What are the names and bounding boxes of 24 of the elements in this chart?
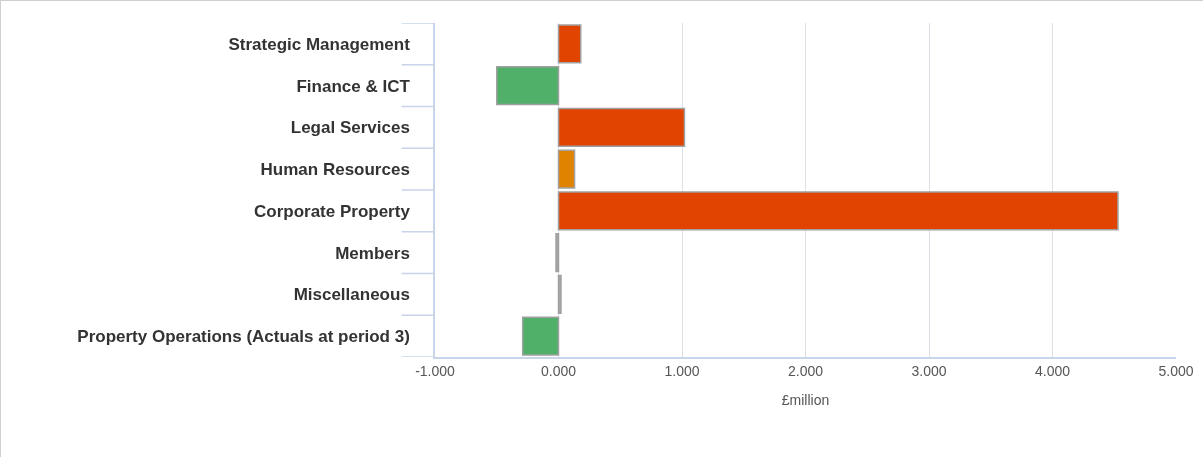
y-tick-label: Strategic Management [228, 34, 411, 54]
y-tick-label: Property Operations (Actuals at period 3) [77, 327, 410, 347]
y-tick-label: Finance & ICT [296, 76, 411, 96]
y-tick-label: Miscellaneous [293, 285, 410, 305]
x-axis-title: £million [781, 392, 830, 409]
x-tick-label: 4.000 [1034, 362, 1071, 379]
bar [496, 66, 560, 106]
bar [557, 24, 582, 64]
bar [557, 274, 562, 314]
y-tick-label: Legal Services [290, 118, 410, 138]
bar [557, 107, 686, 147]
y-tick-label: Corporate Property [253, 201, 411, 221]
bar [557, 191, 1119, 231]
y-tick-label: Human Resources [260, 160, 410, 180]
x-tick-label: 2.000 [787, 362, 824, 379]
x-tick-label: 1.000 [664, 362, 700, 379]
x-tick-label: -1.000 [415, 362, 456, 379]
y-tick-label: Members [335, 243, 410, 263]
bar [555, 233, 560, 273]
x-tick-label: 5.000 [1158, 362, 1194, 379]
x-tick-label: 0.000 [540, 362, 577, 379]
bar [557, 149, 576, 189]
bar [521, 316, 560, 356]
x-tick-label: 3.000 [911, 362, 947, 379]
